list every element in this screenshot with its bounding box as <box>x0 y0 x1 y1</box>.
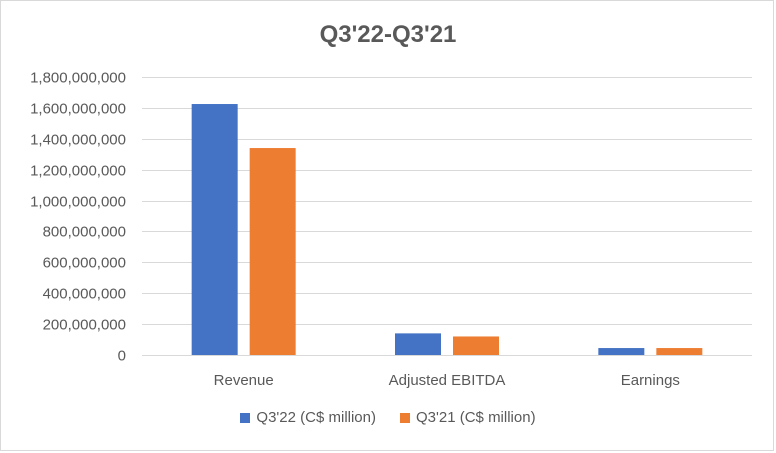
bar-revenue-series-1 <box>249 148 296 355</box>
y-tick-label: 200,000,000 <box>43 317 126 334</box>
legend-label-series-1: Q3'21 (C$ million) <box>416 409 536 426</box>
bar-earnings-series-0 <box>598 348 645 355</box>
legend-label-series-0: Q3'22 (C$ million) <box>256 409 376 426</box>
legend-swatch-series-0 <box>240 412 251 423</box>
gridlines <box>142 77 752 325</box>
bar-adjusted-ebitda-series-1 <box>453 336 499 355</box>
x-category-label: Revenue <box>214 372 274 389</box>
bar-earnings-series-1 <box>656 348 703 355</box>
y-tick-label: 1,200,000,000 <box>30 163 126 180</box>
y-tick-label: 0 <box>118 348 126 365</box>
y-tick-label: 1,000,000,000 <box>30 194 126 211</box>
bar-revenue-series-0 <box>191 104 238 356</box>
y-tick-label: 1,600,000,000 <box>30 101 126 118</box>
x-axis-categories: Revenue Adjusted EBITDA Earnings <box>214 372 680 389</box>
chart-title: Q3'22-Q3'21 <box>319 21 457 48</box>
bar-adjusted-ebitda-series-0 <box>395 333 441 355</box>
legend-item-series-0: Q3'22 (C$ million) <box>240 409 376 426</box>
y-tick-label: 800,000,000 <box>43 224 126 241</box>
x-category-label: Earnings <box>621 372 680 389</box>
y-tick-label: 600,000,000 <box>43 255 126 272</box>
y-tick-label: 400,000,000 <box>43 286 126 303</box>
y-tick-label: 1,800,000,000 <box>30 70 126 87</box>
y-tick-label: 1,400,000,000 <box>30 132 126 149</box>
bars <box>191 104 703 356</box>
legend: Q3'22 (C$ million) Q3'21 (C$ million) <box>0 409 776 426</box>
x-category-label: Adjusted EBITDA <box>389 372 506 389</box>
legend-item-series-1: Q3'21 (C$ million) <box>400 409 536 426</box>
legend-swatch-series-1 <box>400 412 410 423</box>
y-axis-ticks: 0 200,000,000 400,000,000 600,000,000 800,00… <box>30 70 126 365</box>
